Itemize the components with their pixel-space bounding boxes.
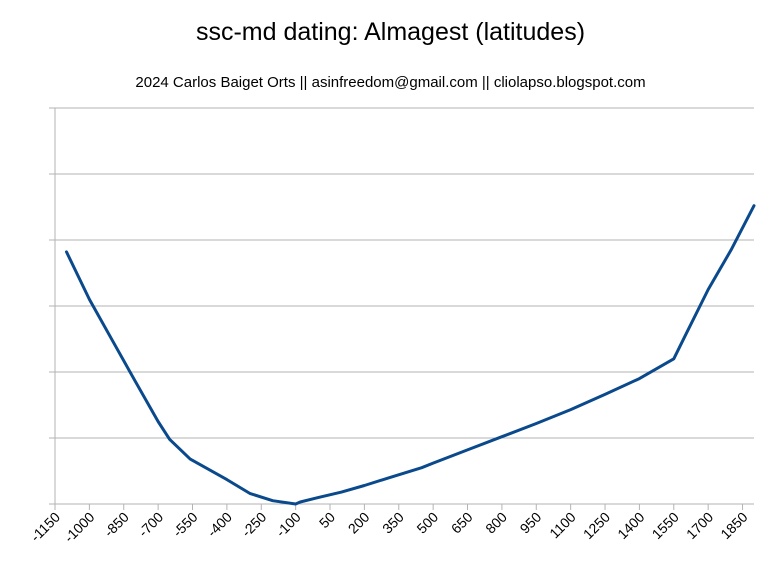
chart-subtitle: 2024 Carlos Baiget Orts || asinfreedom@g…: [135, 74, 646, 91]
chart-title: ssc-md dating: Almagest (latitudes): [195, 18, 586, 46]
x-tick-label: 1550: [649, 509, 682, 542]
x-tick-label: 50: [316, 509, 338, 531]
x-tick-label: 950: [517, 509, 545, 537]
x-tick-label: 1700: [683, 509, 716, 542]
series-line-0: [65, 204, 756, 506]
x-tick-label: -700: [135, 509, 166, 540]
x-tick-label: -100: [273, 509, 304, 540]
axes: [49, 108, 754, 510]
x-tick-label: 1850: [717, 509, 750, 542]
x-tick-labels: -1150-1000 -850 -700 -550 -400 -250 -100 50 200 3…: [27, 509, 751, 546]
x-tick-label: -1150: [27, 509, 63, 545]
x-tick-label: 1250: [580, 509, 613, 542]
x-tick-label: -550: [169, 509, 200, 540]
x-tick-label: -1000: [61, 509, 98, 546]
x-tick-label: 1400: [614, 509, 647, 542]
x-tick-label: -250: [238, 509, 269, 540]
x-tick-label: 1100: [546, 509, 579, 542]
x-tick-label: 500: [413, 509, 441, 537]
x-tick-label: -850: [101, 509, 132, 540]
x-tick-label: 200: [345, 509, 373, 537]
x-tick-label: 800: [482, 509, 510, 537]
x-tick-label: -400: [204, 509, 235, 540]
x-tick-label: 650: [448, 509, 476, 537]
x-tick-label: 350: [379, 509, 407, 537]
gridlines: [49, 107, 754, 439]
series-layer: [65, 204, 756, 506]
